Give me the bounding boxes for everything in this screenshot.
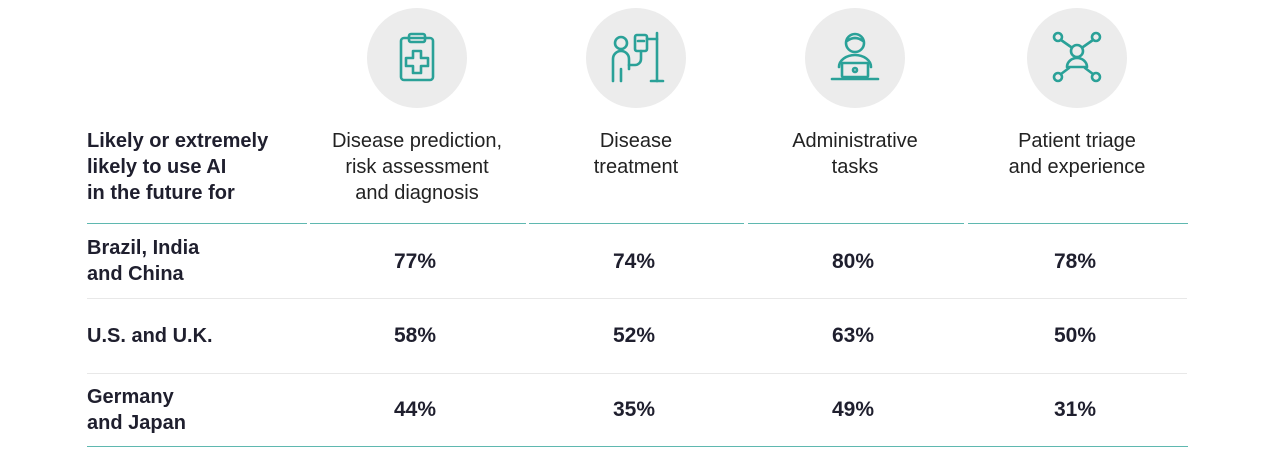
column-header-disease-prediction: Disease prediction, risk assessment and … [308, 128, 526, 206]
header-label-line: in the future for [87, 182, 235, 204]
table-cell: 49% [831, 398, 875, 421]
icon-circle-1 [367, 8, 467, 108]
table-cell: 58% [393, 324, 437, 347]
table-bottom-line [87, 446, 1188, 447]
row-label-brazil-india-china: Brazil, India and China [87, 235, 302, 287]
table-cell: 31% [1053, 398, 1097, 421]
column-header-line: Administrative [792, 130, 918, 152]
table-cell: 63% [831, 324, 875, 347]
patient-network-icon [1052, 31, 1102, 83]
column-header-line: tasks [831, 156, 879, 178]
row-divider [87, 373, 1187, 374]
table-cell: 77% [393, 250, 437, 273]
table-cell: 74% [612, 250, 656, 273]
row-label-us-uk: U.S. and U.K. [87, 323, 302, 349]
column-header-patient-triage: Patient triage and experience [967, 128, 1187, 180]
table-header-label: Likely or extremely likely to use AI in … [87, 128, 302, 206]
table-cell: 78% [1053, 250, 1097, 273]
column-header-line: Disease [599, 130, 673, 152]
column-header-administrative-tasks: Administrative tasks [746, 128, 964, 180]
column-header-line: risk assessment [345, 156, 489, 178]
icon-circle-4 [1027, 8, 1127, 108]
header-underline [748, 223, 964, 224]
clipboard-medical-icon [399, 32, 435, 82]
row-label-line: Germany [87, 386, 174, 408]
row-label-line: and Japan [87, 412, 186, 434]
person-at-laptop-icon [830, 32, 880, 81]
patient-iv-drip-icon [611, 31, 665, 83]
icon-circle-2 [586, 8, 686, 108]
table-cell: 35% [612, 398, 656, 421]
column-header-disease-treatment: Disease treatment [527, 128, 745, 180]
row-label-line: and China [87, 263, 184, 285]
icon-circle-3 [805, 8, 905, 108]
column-header-line: Disease prediction, [331, 130, 503, 152]
column-header-line: and experience [1008, 156, 1146, 178]
column-header-line: treatment [593, 156, 679, 178]
row-divider [87, 298, 1187, 299]
table-cell: 52% [612, 324, 656, 347]
header-underline [310, 223, 526, 224]
header-label-line: Likely or extremely [87, 130, 269, 152]
row-label-line: U.S. and U.K. [87, 325, 213, 347]
header-underline [87, 223, 307, 224]
header-underline [529, 223, 744, 224]
header-underline [968, 223, 1188, 224]
row-label-line: Brazil, India [87, 237, 200, 259]
table-cell: 44% [393, 398, 437, 421]
column-header-line: Patient triage [1018, 130, 1136, 152]
table-cell: 50% [1053, 324, 1097, 347]
header-label-line: likely to use AI [87, 156, 227, 178]
column-header-line: and diagnosis [355, 182, 479, 204]
table-cell: 80% [831, 250, 875, 273]
row-label-germany-japan: Germany and Japan [87, 384, 302, 436]
